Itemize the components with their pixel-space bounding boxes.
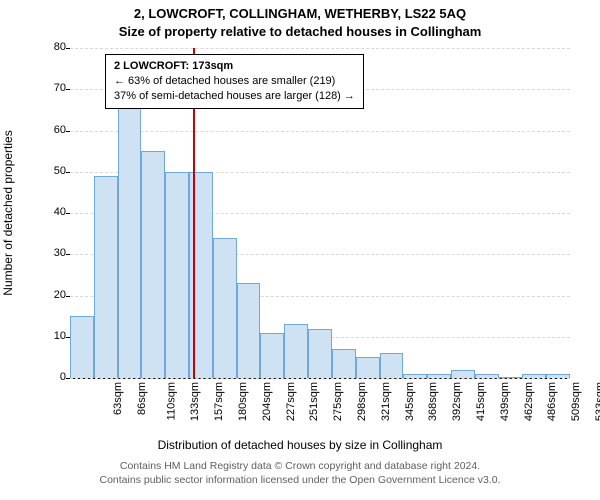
histogram-bar [165, 172, 189, 378]
x-tick-label: 204sqm [261, 382, 273, 421]
x-tick-label: 415sqm [475, 382, 487, 421]
annotation-box: 2 LOWCROFT: 173sqm← 63% of detached hous… [105, 54, 364, 109]
histogram-bar [546, 374, 570, 378]
histogram-bar [94, 176, 118, 378]
histogram-bar [332, 349, 356, 378]
caption-line-2: Contains public sector information licen… [0, 474, 600, 488]
x-tick-label: 133sqm [189, 382, 201, 421]
y-axis-label: Number of detached properties [1, 130, 15, 295]
annotation-line: 37% of semi-detached houses are larger (… [114, 89, 355, 104]
gridline [70, 131, 570, 132]
histogram-bar [522, 374, 546, 378]
histogram-bar [499, 377, 523, 378]
y-tick-label: 50 [36, 165, 66, 177]
x-tick-label: 63sqm [112, 382, 124, 415]
y-tick-mark [66, 254, 70, 255]
y-tick-mark [66, 131, 70, 132]
x-tick-label: 227sqm [285, 382, 297, 421]
y-tick-mark [66, 172, 70, 173]
x-tick-label: 533sqm [594, 382, 600, 421]
histogram-bar [451, 370, 475, 378]
y-tick-label: 10 [36, 330, 66, 342]
y-tick-label: 60 [36, 124, 66, 136]
chart-title-line1: 2, LOWCROFT, COLLINGHAM, WETHERBY, LS22 … [0, 6, 600, 21]
gridline [70, 378, 570, 379]
caption-line-1: Contains HM Land Registry data © Crown c… [0, 460, 600, 474]
x-tick-label: 110sqm [165, 382, 177, 420]
histogram-bar [308, 329, 332, 379]
histogram-bar [427, 374, 451, 378]
x-tick-label: 251sqm [309, 382, 321, 421]
x-tick-label: 486sqm [547, 382, 559, 421]
x-tick-label: 392sqm [451, 382, 463, 421]
x-tick-label: 86sqm [136, 382, 148, 415]
plot-area: 2 LOWCROFT: 173sqm← 63% of detached hous… [70, 48, 570, 378]
chart-caption: Contains HM Land Registry data © Crown c… [0, 460, 600, 487]
histogram-bar [70, 316, 94, 378]
x-tick-label: 368sqm [428, 382, 440, 421]
y-tick-mark [66, 213, 70, 214]
x-tick-label: 321sqm [380, 382, 392, 421]
x-tick-label: 275sqm [332, 382, 344, 421]
y-tick-mark [66, 48, 70, 49]
x-tick-label: 180sqm [237, 382, 249, 421]
y-tick-label: 40 [36, 206, 66, 218]
histogram-bar [356, 357, 380, 378]
x-tick-label: 462sqm [523, 382, 535, 421]
y-tick-mark [66, 89, 70, 90]
y-tick-mark [66, 296, 70, 297]
y-tick-label: 20 [36, 289, 66, 301]
y-tick-label: 80 [36, 41, 66, 53]
y-tick-mark [66, 378, 70, 379]
annotation-line: 2 LOWCROFT: 173sqm [114, 59, 355, 74]
histogram-bar [403, 374, 427, 378]
x-tick-label: 345sqm [404, 382, 416, 421]
histogram-bar [284, 324, 308, 378]
histogram-bar [141, 151, 165, 378]
y-tick-mark [66, 337, 70, 338]
histogram-bar [380, 353, 404, 378]
chart-title-line2: Size of property relative to detached ho… [0, 24, 600, 39]
histogram-bar [118, 102, 142, 378]
y-tick-label: 0 [36, 371, 66, 383]
x-tick-label: 509sqm [570, 382, 582, 421]
y-tick-label: 30 [36, 247, 66, 259]
x-tick-label: 157sqm [213, 382, 225, 421]
x-tick-label: 298sqm [356, 382, 368, 421]
histogram-bar [213, 238, 237, 378]
annotation-line: ← 63% of detached houses are smaller (21… [114, 74, 355, 89]
histogram-bar [237, 283, 261, 378]
histogram-bar [475, 374, 499, 378]
gridline [70, 48, 570, 49]
histogram-bar [260, 333, 284, 378]
chart-container: 2, LOWCROFT, COLLINGHAM, WETHERBY, LS22 … [0, 0, 600, 500]
x-tick-label: 439sqm [499, 382, 511, 421]
x-axis-label: Distribution of detached houses by size … [0, 438, 600, 452]
y-tick-label: 70 [36, 82, 66, 94]
